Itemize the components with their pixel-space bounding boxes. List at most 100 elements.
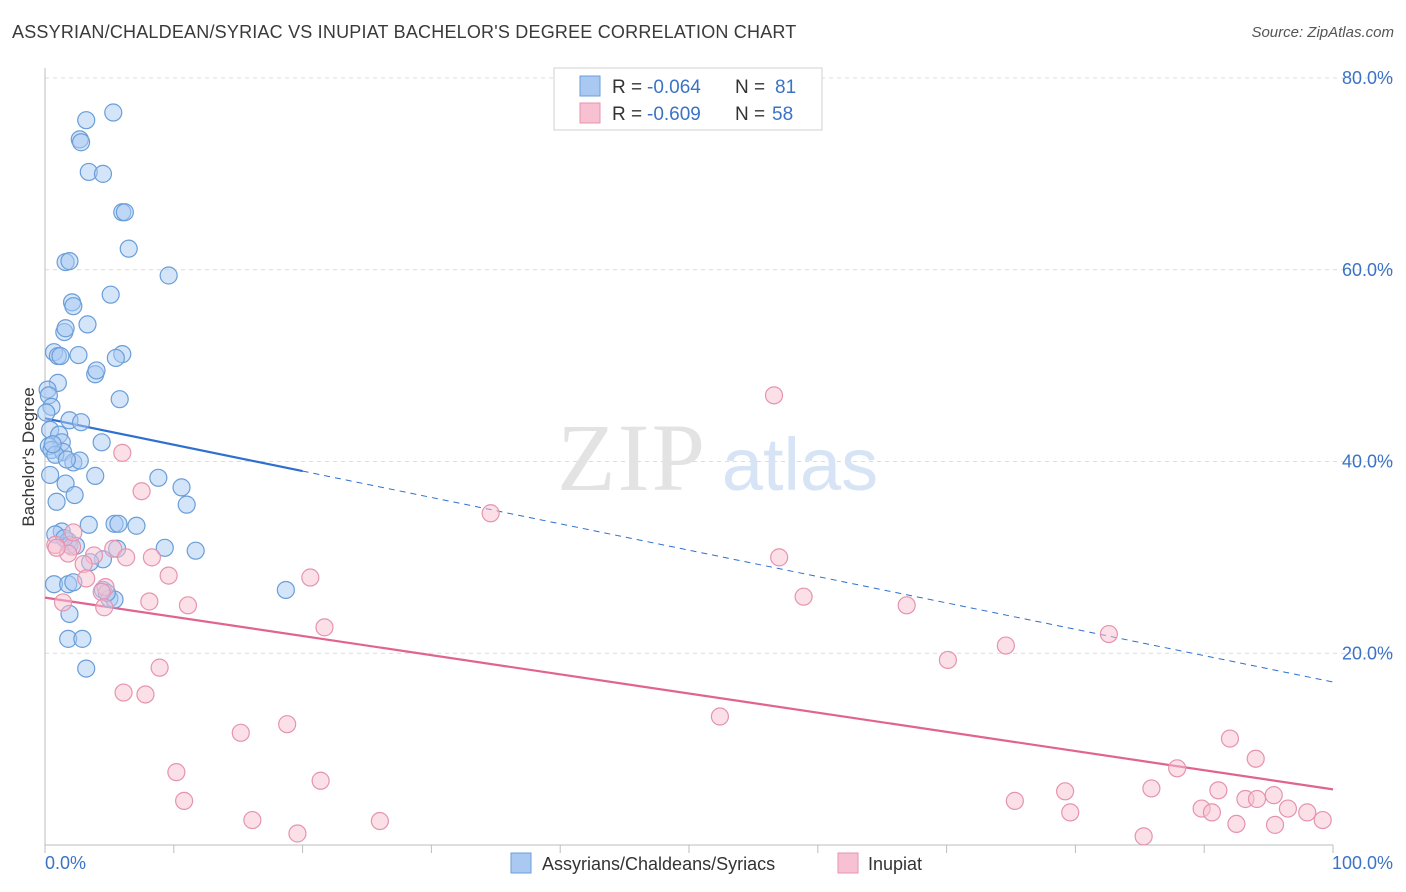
inupiat-point-6 <box>64 523 83 542</box>
legend-swatch-assyrians <box>510 852 532 874</box>
inupiat-point-49 <box>1278 799 1298 818</box>
inupiat-point-31 <box>136 685 155 704</box>
inupiat-point-12 <box>770 548 789 567</box>
inupiat-point-28 <box>938 650 957 670</box>
y-tick-label-60: 60.0% <box>1342 260 1393 280</box>
assyrians-point-44 <box>57 450 76 469</box>
y-tick-label-20: 20.0% <box>1342 643 1393 663</box>
assyrians-point-33 <box>71 413 91 432</box>
watermark-atlas: atlas <box>722 423 878 506</box>
assyrians-point-73 <box>276 580 295 600</box>
assyrians-point-10 <box>60 252 79 271</box>
inupiat-point-27 <box>996 636 1015 655</box>
assyrians-point-47 <box>149 468 168 487</box>
x-tick-label-100: 100.0% <box>1332 853 1393 873</box>
assyrians-point-11 <box>159 266 178 285</box>
legend-label-assyrians: Assyrians/Chaldeans/Syriacs <box>542 854 775 874</box>
stats-n-value-blue: 81 <box>775 77 796 98</box>
inupiat-point-40 <box>1142 779 1161 798</box>
assyrians-point-46 <box>41 465 60 485</box>
inupiat-point-47 <box>1005 791 1024 810</box>
trendline-inupiat <box>44 596 1334 791</box>
inupiat-point-30 <box>114 683 133 702</box>
inupiat-point-23 <box>95 598 114 617</box>
x-tick-label-0: 0.0% <box>45 853 86 873</box>
y-tick-label-40: 40.0% <box>1342 452 1393 472</box>
assyrians-point-37 <box>92 433 111 452</box>
assyrians-point-45 <box>86 466 105 485</box>
inupiat-point-51 <box>1061 803 1080 822</box>
inupiat-point-58 <box>288 824 307 843</box>
inupiat-point-16 <box>301 568 320 587</box>
assyrians-point-21 <box>69 345 88 365</box>
assyrians-point-25 <box>87 361 106 380</box>
inupiat-point-24 <box>897 596 916 615</box>
inupiat-point-39 <box>311 771 330 790</box>
assyrians-point-0 <box>104 103 123 122</box>
assyrians-point-64 <box>186 541 205 560</box>
inupiat-point-10 <box>117 548 136 567</box>
inupiat-point-21 <box>53 593 73 612</box>
series-inupiat-points <box>46 386 1332 846</box>
inupiat-point-3 <box>481 504 500 523</box>
assyrians-point-80 <box>43 435 62 454</box>
y-axis-labels: 20.0% 40.0% 60.0% 80.0% <box>1342 68 1393 663</box>
inupiat-point-50 <box>1202 803 1222 822</box>
inupiat-point-56 <box>1227 814 1246 834</box>
inupiat-point-41 <box>1055 782 1075 801</box>
assyrians-point-62 <box>155 538 174 557</box>
inupiat-point-2 <box>132 482 151 501</box>
inupiat-point-29 <box>150 658 169 677</box>
inupiat-point-26 <box>1099 624 1118 644</box>
inupiat-point-36 <box>1246 749 1265 768</box>
series-legend: Assyrians/Chaldeans/Syriacs Inupiat <box>510 852 922 874</box>
inupiat-point-25 <box>315 618 334 637</box>
stats-r-label-blue: R = <box>612 77 642 98</box>
y-axis-title: Bachelor's Degree <box>19 387 38 526</box>
assyrians-point-8 <box>119 239 138 258</box>
inupiat-point-33 <box>278 715 297 734</box>
inupiat-point-55 <box>1313 810 1332 830</box>
inupiat-point-60 <box>47 538 66 557</box>
assyrians-point-17 <box>56 319 75 338</box>
inupiat-point-38 <box>167 763 186 782</box>
assyrians-point-31 <box>37 403 56 422</box>
legend-swatch-inupiat <box>837 852 859 874</box>
stats-n-label-blue: N = <box>735 77 765 98</box>
assyrians-point-7 <box>115 203 134 222</box>
stats-r-label-pink: R = <box>612 104 642 125</box>
stats-r-value-blue: -0.064 <box>647 77 701 98</box>
inupiat-point-14 <box>77 569 96 588</box>
inupiat-point-42 <box>1264 786 1283 805</box>
inupiat-point-52 <box>1298 803 1317 822</box>
x-axis-ticks <box>44 845 1334 853</box>
inupiat-point-53 <box>243 810 262 830</box>
inupiat-point-59 <box>1134 827 1153 846</box>
assyrians-point-77 <box>77 659 96 678</box>
assyrians-point-23 <box>106 348 125 368</box>
inupiat-point-32 <box>710 707 730 726</box>
y-tick-label-80: 80.0% <box>1342 68 1393 88</box>
legend-label-inupiat: Inupiat <box>868 854 922 874</box>
assyrians-point-52 <box>177 495 196 514</box>
inupiat-point-34 <box>231 723 250 742</box>
assyrians-point-56 <box>127 516 146 535</box>
assyrians-point-15 <box>78 315 97 334</box>
inupiat-point-15 <box>159 566 178 585</box>
source-label: Source: ZipAtlas.com <box>1251 24 1394 41</box>
inupiat-point-11 <box>142 548 162 567</box>
assyrians-point-5 <box>93 164 113 183</box>
inupiat-point-19 <box>794 587 813 606</box>
inupiat-point-44 <box>1247 789 1267 809</box>
watermark-zip: ZIP <box>557 404 707 511</box>
stats-n-label-pink: N = <box>735 104 765 125</box>
stats-swatch-blue <box>579 75 601 97</box>
inupiat-point-18 <box>92 582 111 601</box>
assyrians-point-54 <box>109 514 128 533</box>
inupiat-point-37 <box>1168 759 1187 778</box>
inupiat-point-20 <box>140 592 159 611</box>
assyrians-point-29 <box>110 390 129 409</box>
assyrians-point-55 <box>79 515 98 534</box>
assyrians-point-51 <box>47 492 66 511</box>
inupiat-point-45 <box>1209 781 1228 800</box>
